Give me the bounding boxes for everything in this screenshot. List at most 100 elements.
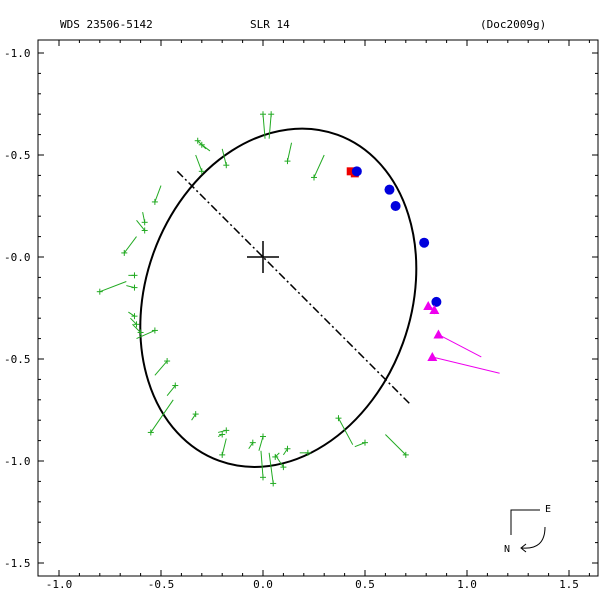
residual-line	[221, 438, 227, 456]
orbit-layer	[139, 127, 418, 468]
observation-plus-marker	[260, 474, 266, 481]
residual-line	[154, 360, 168, 376]
observation-plus-marker	[223, 162, 230, 169]
observation-plus-marker	[133, 321, 140, 328]
y-tick-label: -0.0	[4, 251, 31, 264]
observation-plus-marker	[194, 137, 201, 144]
residual-line	[432, 356, 500, 374]
observation-circle-marker	[419, 237, 430, 248]
observation-plus-marker	[131, 272, 138, 279]
compass: E N	[504, 504, 551, 555]
residual-line	[123, 236, 137, 254]
orbit-ellipse	[139, 127, 418, 468]
x-tick-label: -1.0	[46, 578, 73, 591]
observation-plus-marker	[141, 227, 148, 234]
residual-line	[248, 442, 254, 450]
observation-plus-marker	[280, 464, 287, 471]
marker-layer	[96, 111, 444, 487]
compass-arc	[521, 526, 546, 549]
observation-triangle-marker	[429, 305, 440, 315]
y-tick-label: -0.5	[4, 149, 31, 162]
observation-triangle-marker	[423, 300, 434, 310]
residual-line	[136, 219, 146, 231]
x-tick-label: 1.0	[457, 578, 477, 591]
residual-line	[438, 334, 482, 358]
observation-plus-marker	[147, 429, 154, 436]
observation-plus-marker	[223, 427, 230, 434]
observation-plus-marker	[96, 288, 103, 295]
residual-line	[313, 154, 325, 178]
observation-plus-marker	[272, 453, 279, 460]
observation-plus-marker	[304, 449, 311, 456]
residual-line	[136, 329, 156, 340]
residual-line	[260, 450, 264, 478]
residual-line	[338, 417, 354, 445]
observation-triangle-marker	[433, 329, 444, 339]
compass-east-label: E	[545, 504, 551, 515]
observation-plus-marker	[362, 439, 368, 446]
observation-plus-marker	[284, 158, 291, 165]
x-tick-label: 0.5	[355, 578, 375, 591]
compass-frame	[510, 509, 540, 535]
residual-line	[132, 323, 141, 333]
observation-plus-marker	[172, 382, 179, 389]
y-tick-label: -1.0	[4, 455, 31, 468]
observation-plus-marker	[311, 174, 317, 181]
x-tick-label: 1.5	[559, 578, 579, 591]
observation-plus-marker	[164, 358, 171, 365]
residual-line	[221, 148, 227, 166]
observation-plus-marker	[131, 284, 138, 291]
compass-arrowhead	[520, 543, 527, 553]
header-left: WDS 23506-5142	[60, 18, 153, 31]
residual-line	[154, 185, 162, 203]
header-right: (Doc2009g)	[480, 18, 546, 31]
observation-circle-marker	[390, 201, 401, 211]
x-tick-label: 0.0	[253, 578, 273, 591]
observation-square-marker	[346, 167, 355, 176]
residual-line	[274, 452, 280, 458]
residual-line	[282, 448, 288, 456]
observation-plus-marker	[121, 249, 128, 256]
residual-line	[354, 442, 366, 448]
observation-plus-marker	[151, 327, 158, 334]
observation-circle-marker	[431, 296, 442, 307]
observation-plus-marker	[268, 111, 275, 118]
x-tick-label: -0.5	[148, 578, 175, 591]
residual-layer	[99, 114, 500, 484]
residual-line	[286, 142, 293, 162]
observation-plus-marker	[249, 439, 256, 446]
observation-plus-marker	[198, 168, 205, 175]
y-tick-label: -1.5	[4, 557, 31, 570]
residual-line	[128, 311, 135, 317]
y-tick-label: -0.5	[4, 353, 31, 366]
observation-plus-marker	[260, 433, 266, 440]
observation-plus-marker	[284, 445, 291, 452]
compass-north-label: N	[504, 544, 510, 555]
residual-line	[385, 434, 407, 456]
residual-line	[191, 413, 197, 421]
residual-line	[268, 114, 272, 139]
header-center: SLR 14	[250, 18, 290, 31]
residual-line	[262, 114, 266, 139]
y-tick-label: -1.0	[4, 47, 31, 60]
observation-plus-marker	[219, 431, 226, 438]
observation-triangle-marker	[427, 351, 438, 361]
residual-line	[195, 154, 203, 172]
observation-plus-marker	[270, 480, 277, 487]
observation-plus-marker	[402, 451, 409, 458]
observation-plus-marker	[198, 141, 205, 148]
observation-plus-marker	[137, 329, 144, 336]
line-of-nodes	[176, 170, 411, 405]
residual-line	[99, 281, 127, 293]
residual-line	[166, 385, 176, 397]
observation-plus-marker	[192, 411, 199, 418]
observation-plus-marker	[131, 313, 138, 320]
observation-plus-marker	[151, 198, 158, 205]
observation-plus-marker	[335, 415, 342, 422]
plot-frame	[37, 39, 599, 577]
residual-line	[268, 452, 274, 484]
observation-plus-marker	[260, 111, 266, 118]
residual-line	[201, 144, 211, 152]
observation-plus-marker	[141, 219, 148, 226]
